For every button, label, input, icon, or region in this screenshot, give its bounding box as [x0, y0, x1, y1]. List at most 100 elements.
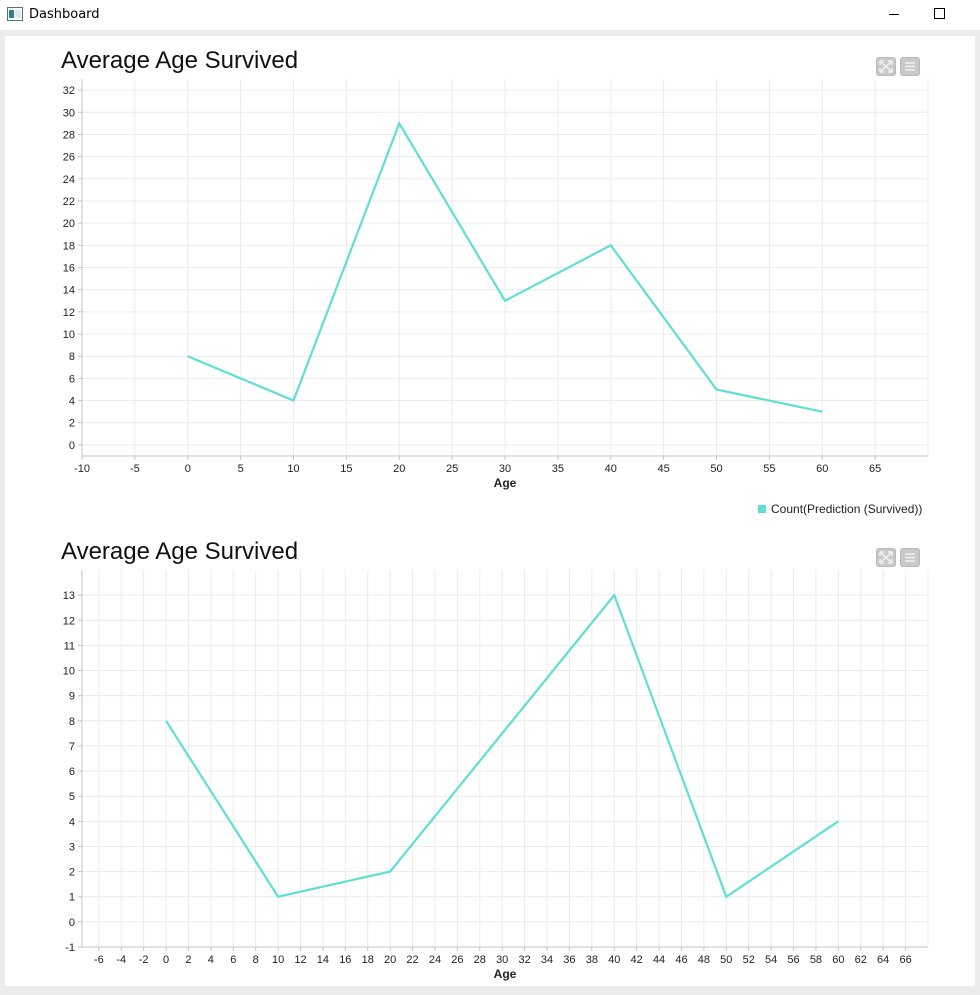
y-tick-label: 18 — [63, 240, 75, 252]
chart-2-menu-button[interactable] — [900, 548, 920, 567]
x-tick-label: 50 — [710, 463, 722, 475]
y-tick-label: 6 — [69, 373, 75, 385]
chart-1-legend[interactable]: Count(Prediction (Survived)) — [758, 502, 922, 516]
y-tick-label: 6 — [69, 766, 75, 778]
legend-label: Count(Prediction (Survived)) — [771, 502, 923, 516]
x-tick-label: 60 — [832, 954, 844, 966]
x-tick-label: 26 — [451, 954, 463, 966]
y-tick-label: 4 — [69, 396, 75, 408]
dashboard-panel: Average Age Survived 0 2 4 6 8 10 12 14 16 18 20 22… — [5, 36, 975, 986]
chart-1-expand-button[interactable] — [876, 57, 896, 76]
x-tick-label: 5 — [238, 463, 244, 475]
menu-icon — [905, 553, 915, 562]
expand-icon — [879, 551, 893, 564]
y-tick-label: 12 — [63, 615, 75, 627]
y-tick-label: 28 — [63, 129, 75, 141]
y-tick-label: -1 — [65, 942, 75, 954]
y-tick-label: 2 — [69, 418, 75, 430]
y-tick-label: 0 — [69, 440, 75, 452]
x-tick-label: 64 — [877, 954, 889, 966]
x-tick-label: 58 — [810, 954, 822, 966]
x-tick-label: 38 — [586, 954, 598, 966]
minimize-icon — [889, 14, 899, 15]
window-content: Average Age Survived 0 2 4 6 8 10 12 14 16 18 20 22… — [0, 30, 980, 995]
x-tick-label: 54 — [765, 954, 777, 966]
y-tick-label: 24 — [63, 174, 75, 186]
x-tick-label: 55 — [763, 463, 775, 475]
x-tick-label: 22 — [406, 954, 418, 966]
x-tick-label: -6 — [94, 954, 104, 966]
x-tick-label: 60 — [816, 463, 828, 475]
x-tick-label: 45 — [658, 463, 670, 475]
chart-2-expand-button[interactable] — [876, 548, 896, 567]
x-tick-label: 50 — [720, 954, 732, 966]
y-tick-label: 12 — [63, 307, 75, 319]
x-tick-label: 16 — [339, 954, 351, 966]
x-axis-label: Age — [494, 967, 517, 981]
x-tick-label: 65 — [869, 463, 881, 475]
x-tick-label: 10 — [272, 954, 284, 966]
y-tick-label: 7 — [69, 741, 75, 753]
x-tick-label: 0 — [185, 463, 191, 475]
x-tick-label: 40 — [608, 954, 620, 966]
y-tick-label: 1 — [69, 892, 75, 904]
x-tick-label: 66 — [899, 954, 911, 966]
x-tick-label: 28 — [474, 954, 486, 966]
app-window-icon — [7, 7, 23, 21]
x-tick-label: -10 — [74, 463, 90, 475]
window-titlebar: Dashboard — [0, 0, 980, 30]
y-tick-label: 30 — [63, 107, 75, 119]
y-tick-label: 2 — [69, 867, 75, 879]
x-tick-label: 35 — [552, 463, 564, 475]
x-tick-label: 10 — [287, 463, 299, 475]
x-tick-label: 12 — [294, 954, 306, 966]
menu-icon — [905, 62, 915, 71]
x-tick-label: 30 — [499, 463, 511, 475]
x-tick-label: -2 — [139, 954, 149, 966]
x-tick-label: -4 — [116, 954, 126, 966]
y-tick-label: 10 — [63, 666, 75, 678]
x-tick-label: 8 — [253, 954, 259, 966]
x-tick-label: 56 — [787, 954, 799, 966]
x-tick-label: 0 — [163, 954, 169, 966]
legend-swatch — [758, 504, 766, 513]
maximize-button[interactable] — [916, 0, 962, 30]
x-tick-label: 46 — [675, 954, 687, 966]
y-tick-label: 5 — [69, 791, 75, 803]
x-tick-label: 4 — [208, 954, 214, 966]
y-tick-label: 26 — [63, 152, 75, 164]
chart-2-title: Average Age Survived — [61, 538, 299, 565]
x-tick-label: 32 — [518, 954, 530, 966]
minimize-button[interactable] — [871, 0, 917, 30]
x-tick-label: 15 — [340, 463, 352, 475]
window-title: Dashboard — [29, 7, 100, 22]
x-tick-label: -5 — [130, 463, 140, 475]
x-tick-label: 52 — [743, 954, 755, 966]
y-tick-label: 14 — [63, 285, 75, 297]
y-tick-label: 13 — [63, 590, 75, 602]
chart-1-title: Average Age Survived — [61, 47, 299, 74]
y-tick-label: 10 — [63, 329, 75, 341]
x-tick-label: 25 — [446, 463, 458, 475]
x-tick-label: 20 — [393, 463, 405, 475]
y-tick-label: 32 — [63, 85, 75, 97]
x-tick-label: 40 — [605, 463, 617, 475]
x-tick-label: 34 — [541, 954, 553, 966]
series-line — [165, 592, 839, 899]
y-tick-label: 3 — [69, 841, 75, 853]
y-tick-label: 20 — [63, 218, 75, 230]
y-tick-label: 8 — [69, 351, 75, 363]
x-tick-label: 20 — [384, 954, 396, 966]
maximize-icon — [934, 8, 945, 19]
y-tick-label: 4 — [69, 816, 75, 828]
y-tick-label: 8 — [69, 716, 75, 728]
x-axis-label: Age — [494, 476, 517, 490]
x-tick-label: 42 — [631, 954, 643, 966]
y-tick-label: 16 — [63, 263, 75, 275]
chart-1-menu-button[interactable] — [900, 57, 920, 76]
x-tick-label: 36 — [563, 954, 575, 966]
x-tick-label: 30 — [496, 954, 508, 966]
x-tick-label: 6 — [230, 954, 236, 966]
x-tick-label: 48 — [698, 954, 710, 966]
